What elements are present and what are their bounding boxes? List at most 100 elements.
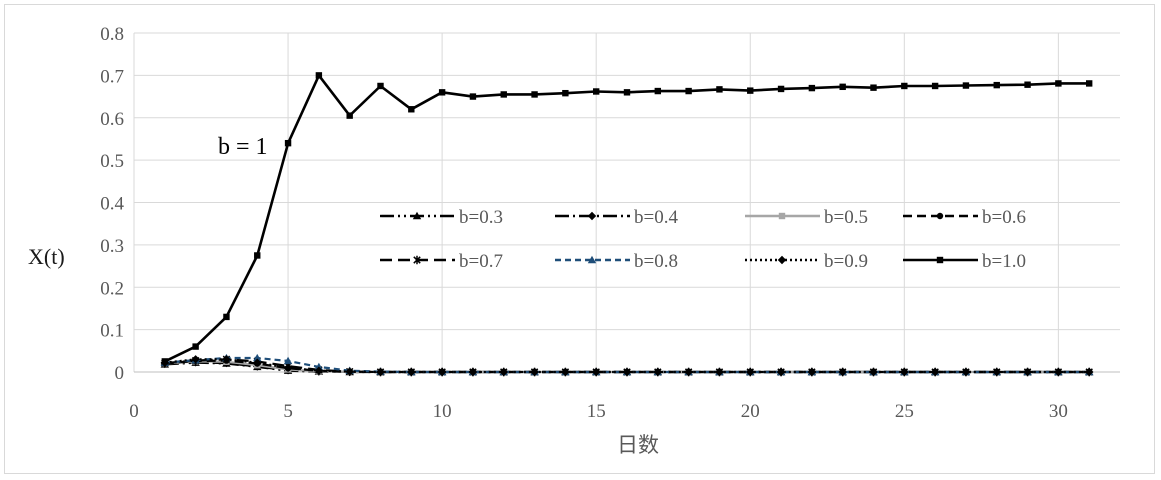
x-axis-title: 日数 xyxy=(617,433,659,457)
x-tick-label: 25 xyxy=(895,401,914,422)
x-tick-labels: 0 5 10 15 20 25 30 xyxy=(129,401,1068,422)
data-point xyxy=(253,358,262,367)
data-point xyxy=(716,86,723,93)
data-point xyxy=(869,367,878,377)
y-tick-label: 0.8 xyxy=(100,24,124,45)
legend-marker xyxy=(413,255,421,265)
x-tick-label: 20 xyxy=(741,401,760,422)
legend-label: b=0.9 xyxy=(824,251,868,272)
legend-item: b=0.4 xyxy=(555,207,678,228)
data-point xyxy=(192,343,199,350)
data-point xyxy=(531,91,538,98)
legend-label: b=0.3 xyxy=(459,207,503,228)
data-point xyxy=(777,85,785,93)
legend-marker xyxy=(778,212,786,220)
data-point xyxy=(1085,80,1093,87)
legend-item: b=0.9 xyxy=(745,251,868,272)
legend-marker xyxy=(777,255,787,265)
data-point xyxy=(253,353,262,362)
data-point xyxy=(1084,367,1094,377)
data-series xyxy=(160,72,1094,377)
legend-item: b=0.8 xyxy=(555,251,678,272)
data-point xyxy=(1055,80,1062,87)
legend-marker xyxy=(936,212,944,220)
data-point xyxy=(500,91,507,98)
data-point xyxy=(622,367,632,377)
legend-item: b=0.5 xyxy=(745,207,868,228)
data-point xyxy=(438,89,446,96)
legend-label: b=1.0 xyxy=(982,251,1026,272)
y-tick-label: 0.5 xyxy=(100,151,124,172)
legend-marker xyxy=(412,211,422,220)
data-point xyxy=(254,252,261,259)
data-point xyxy=(961,367,971,377)
data-point xyxy=(315,72,323,79)
data-point xyxy=(900,367,909,377)
data-point xyxy=(376,367,385,377)
data-point xyxy=(408,106,415,113)
data-point xyxy=(469,93,477,100)
legend-marker xyxy=(587,211,597,221)
data-point xyxy=(561,367,570,377)
data-point xyxy=(685,87,692,95)
y-tick-label: 0.7 xyxy=(100,66,124,87)
legend-marker xyxy=(936,256,944,264)
data-point xyxy=(962,82,970,89)
data-point xyxy=(715,367,724,377)
y-tick-labels: 0 0.1 0.2 0.3 0.4 0.5 0.6 0.7 0.8 xyxy=(100,24,124,384)
legend-label: b=0.4 xyxy=(634,207,678,228)
gridlines xyxy=(133,32,1120,373)
data-point xyxy=(1024,81,1031,88)
data-point xyxy=(1054,367,1063,377)
data-point xyxy=(808,84,816,92)
x-tick-label: 5 xyxy=(283,401,293,422)
data-point xyxy=(530,367,539,377)
data-point xyxy=(931,82,939,90)
data-point xyxy=(222,355,231,364)
series-line xyxy=(164,74,1090,363)
data-point xyxy=(746,367,755,377)
data-point xyxy=(930,367,940,377)
data-point xyxy=(993,81,1000,89)
y-tick-label: 0.4 xyxy=(100,194,124,215)
data-point xyxy=(1023,367,1032,377)
data-point xyxy=(776,367,786,377)
legend: b=0.3 b=0.4 b=0.5 b=0.6 b=0.7 b=0.8 b=0.9 b=1.0 xyxy=(380,207,1026,272)
data-point xyxy=(468,367,478,377)
legend-label: b=0.6 xyxy=(982,207,1026,228)
data-point xyxy=(223,313,230,321)
y-axis-title: X(t) xyxy=(28,244,65,269)
legend-label: b=0.5 xyxy=(824,207,868,228)
legend-marker xyxy=(587,255,597,264)
data-point xyxy=(562,89,569,97)
series-b=0.9 xyxy=(160,355,1094,377)
data-point xyxy=(747,87,754,94)
legend-label: b=0.7 xyxy=(459,251,503,272)
data-point xyxy=(653,367,663,377)
x-tick-label: 0 xyxy=(129,401,139,422)
legend-item: b=1.0 xyxy=(903,251,1026,272)
y-tick-label: 0.2 xyxy=(100,278,124,299)
y-tick-label: 0.1 xyxy=(100,321,124,342)
y-tick-label: 0 xyxy=(115,363,125,384)
data-point xyxy=(345,367,354,376)
x-tick-label: 10 xyxy=(433,401,452,422)
y-tick-label: 0.6 xyxy=(100,109,124,130)
data-point xyxy=(377,82,384,90)
data-point xyxy=(807,367,817,377)
data-point xyxy=(161,358,169,365)
data-point xyxy=(591,367,601,377)
data-point xyxy=(284,139,292,147)
x-tick-label: 30 xyxy=(1049,401,1068,422)
chart-frame xyxy=(4,4,1155,474)
data-point xyxy=(684,367,693,377)
data-point xyxy=(437,367,447,377)
annotation-label: b = 1 xyxy=(218,134,268,160)
data-point xyxy=(499,367,508,377)
x-tick-label: 15 xyxy=(587,401,606,422)
data-point xyxy=(839,83,846,91)
data-point xyxy=(901,82,908,90)
legend-item: b=0.3 xyxy=(380,207,503,228)
series-b=1.0 xyxy=(161,72,1093,365)
